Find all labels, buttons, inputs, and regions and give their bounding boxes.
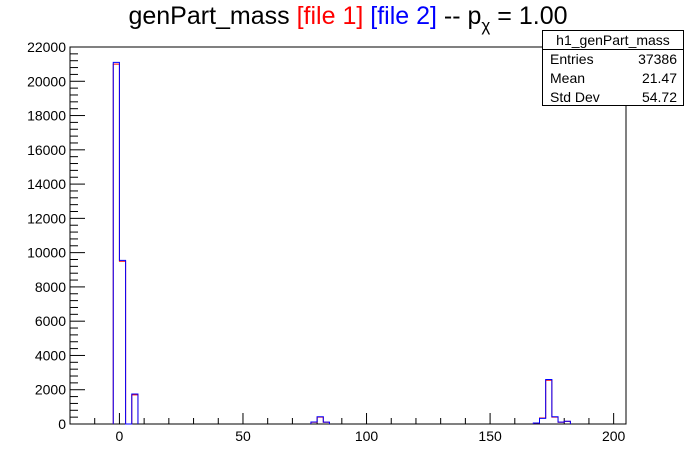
x-tick-label: 200 (602, 428, 626, 444)
series-file1-step-line (112, 63, 571, 425)
histogram-series (112, 61, 571, 425)
stats-value: 21.47 (641, 70, 677, 86)
title-mid: -- p (436, 2, 482, 30)
stats-row-mean: Mean 21.47 (543, 69, 683, 88)
y-tick-label: 10000 (27, 245, 66, 261)
stats-name: h1_genPart_mass (543, 31, 683, 50)
y-tick-label: 8000 (35, 279, 66, 295)
stats-box: h1_genPart_mass Entries 37386 Mean 21.47… (542, 30, 684, 106)
x-tick-label: 150 (478, 428, 502, 444)
y-tick-label: 16000 (27, 142, 66, 158)
stats-label: Mean (550, 70, 586, 86)
stats-value: 54.72 (641, 89, 677, 105)
title-file1: [file 1] (296, 2, 364, 30)
y-tick-label: 22000 (27, 39, 66, 55)
chart-title: genPart_mass [file 1] [file 2] -- pχ = 1… (0, 2, 696, 36)
y-tick-label: 20000 (27, 73, 66, 89)
y-tick-label: 18000 (27, 108, 66, 124)
x-tick-label: 50 (235, 428, 251, 444)
stats-row-entries: Entries 37386 (543, 50, 683, 69)
axis-ticks: 0200040006000800010000120001400016000180… (27, 39, 625, 444)
series-file2-step-line (112, 61, 571, 425)
y-tick-label: 0 (58, 416, 66, 432)
x-tick-label: 0 (116, 428, 124, 444)
title-file2: [file 2] (370, 2, 437, 30)
x-tick-label: 100 (355, 428, 379, 444)
stats-value: 37386 (638, 51, 677, 67)
y-tick-label: 12000 (27, 210, 66, 226)
stats-label: Std Dev (550, 89, 600, 105)
stats-label: Entries (550, 51, 594, 67)
title-main: genPart_mass (128, 2, 297, 30)
title-sub: χ (481, 16, 491, 35)
title-tail: = 1.00 (490, 2, 568, 30)
y-tick-label: 2000 (35, 382, 66, 398)
y-tick-label: 4000 (35, 347, 66, 363)
plot-frame (69, 46, 627, 425)
y-tick-label: 6000 (35, 313, 66, 329)
y-tick-label: 14000 (27, 176, 66, 192)
stats-row-stddev: Std Dev 54.72 (543, 88, 683, 107)
